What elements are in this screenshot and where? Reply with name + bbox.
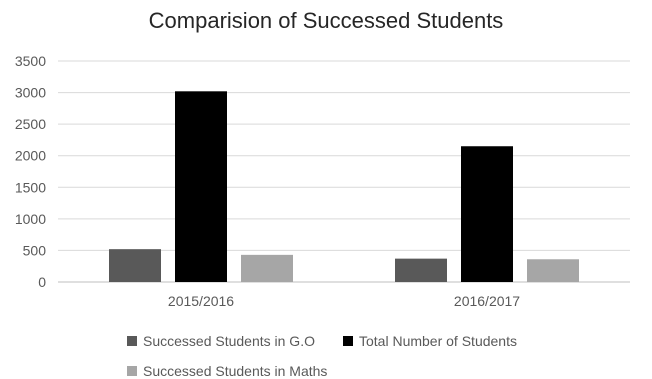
legend-swatch-total (343, 336, 353, 346)
legend-swatch-maths (127, 366, 137, 376)
legend-item-total: Total Number of Students (343, 333, 517, 349)
y-tick-label-1500: 1500 (15, 179, 46, 195)
y-tick-label-1000: 1000 (15, 211, 46, 227)
legend-label-maths: Successed Students in Maths (143, 363, 328, 379)
bar-maths-0 (241, 254, 293, 282)
bar-go-1 (395, 258, 447, 282)
bar-total-0 (175, 91, 227, 283)
bar-total-1 (461, 146, 513, 282)
legend-item-maths: Successed Students in Maths (127, 363, 327, 379)
y-tick-label-3000: 3000 (15, 85, 46, 101)
bar-maths-1 (527, 259, 579, 282)
x-tick-label-0: 2015/2016 (168, 293, 234, 309)
y-tick-label-3500: 3500 (15, 53, 46, 69)
y-tick-label-500: 500 (23, 242, 47, 258)
legend-label-total: Total Number of Students (359, 333, 517, 349)
legend-item-go: Successed Students in G.O (127, 333, 315, 349)
y-tick-label-2000: 2000 (15, 148, 46, 164)
bar-go-0 (109, 249, 161, 282)
y-tick-label-2500: 2500 (15, 116, 46, 132)
x-tick-label-1: 2016/2017 (454, 293, 520, 309)
y-tick-label-0: 0 (38, 274, 46, 290)
legend-label-go: Successed Students in G.O (143, 333, 315, 349)
chart-title: Comparision of Successed Students (148, 8, 504, 33)
chart-legend: Successed Students in G.O Total Number o… (0, 331, 652, 379)
legend-swatch-go (127, 336, 137, 346)
